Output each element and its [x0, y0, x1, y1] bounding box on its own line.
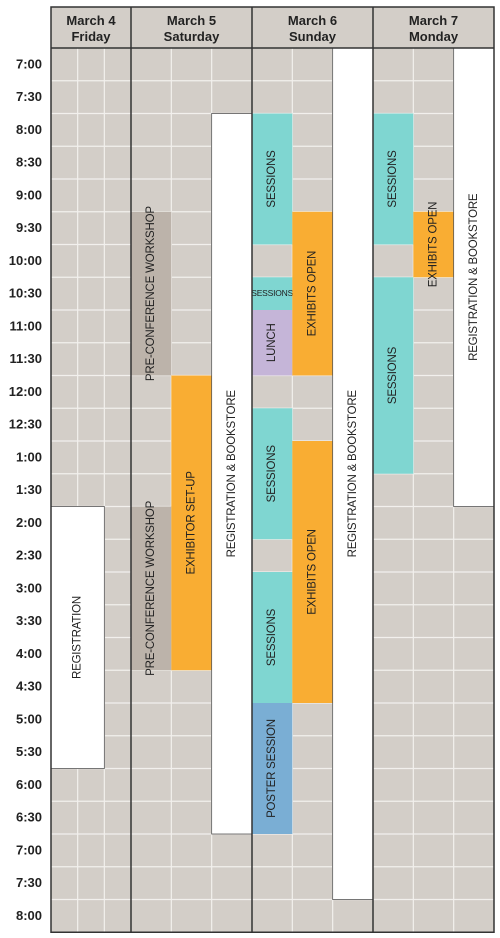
time-label: 5:30 [16, 744, 42, 759]
event-label: SESSIONS [266, 445, 278, 503]
event-block-rect [171, 375, 212, 671]
event-block: SESSIONS [252, 113, 293, 245]
time-label: 6:30 [16, 810, 42, 825]
schedule-frame [50, 6, 495, 933]
event-block: PRE-CONFERENCE WORKSHOP [131, 206, 172, 381]
event-label: POSTER SESSION [266, 719, 278, 818]
event-block: SESSIONS [252, 572, 293, 703]
event-block-rect [413, 211, 454, 278]
event-block: EXHIBITOR SET-UP [171, 375, 212, 671]
time-label: 11:00 [9, 318, 42, 333]
time-label: 2:00 [16, 515, 42, 530]
event-block: POSTER SESSION [252, 703, 293, 834]
day-header-weekday: Saturday [164, 29, 220, 44]
time-label: 8:00 [16, 908, 42, 923]
day-header-weekday: Monday [409, 29, 459, 44]
time-label: 10:00 [9, 253, 42, 268]
time-label: 9:30 [16, 220, 42, 235]
event-block-rect [373, 113, 414, 245]
time-label: 7:30 [16, 89, 42, 104]
event-block-rect [252, 572, 293, 703]
time-label: 7:00 [16, 842, 42, 857]
event-block: SESSIONS [251, 277, 294, 310]
event-block-rect [252, 277, 293, 310]
event-block: REGISTRATION & BOOKSTORE [332, 47, 374, 900]
time-label: 2:30 [16, 548, 42, 563]
event-block-rect [292, 211, 333, 376]
event-label: SESSIONS [266, 608, 278, 666]
time-label: 8:30 [16, 155, 42, 170]
event-block: EXHIBITS OPEN [413, 202, 454, 288]
event-label: SESSIONS [387, 150, 399, 208]
event-block-rect [292, 441, 333, 703]
time-label: 7:30 [16, 875, 42, 890]
event-label: EXHIBITOR SET-UP [186, 471, 198, 575]
time-label: 3:30 [16, 613, 42, 628]
time-label: 10:30 [9, 286, 42, 301]
event-block-rect [252, 113, 293, 245]
event-block-rect [373, 277, 414, 474]
event-label: REGISTRATION & BOOKSTORE [347, 390, 359, 558]
event-label: PRE-CONFERENCE WORKSHOP [145, 206, 157, 381]
event-block-rect [252, 408, 293, 540]
time-label: 9:00 [16, 187, 42, 202]
event-block-rect [50, 506, 105, 769]
event-label: REGISTRATION & BOOKSTORE [226, 390, 238, 558]
event-block-rect [131, 506, 172, 671]
time-label: 11:30 [9, 351, 42, 366]
event-block: SESSIONS [373, 113, 414, 245]
time-labels: 7:00 7:30 8:00 8:30 9:00 9:30 10:00 10:30 11:00 1… [9, 56, 42, 923]
event-label: REGISTRATION & BOOKSTORE [468, 193, 480, 361]
day-header-weekday: Friday [71, 29, 111, 44]
event-label: PRE-CONFERENCE WORKSHOP [145, 500, 157, 675]
event-label: EXHIBITS OPEN [307, 251, 319, 337]
time-label: 7:00 [16, 56, 42, 71]
event-block: PRE-CONFERENCE WORKSHOP [131, 500, 172, 676]
event-block: REGISTRATION & BOOKSTORE [453, 47, 495, 507]
time-label: 3:00 [16, 580, 42, 595]
day-header-weekday: Sunday [289, 29, 337, 44]
day-header-date: March 7 [409, 13, 458, 28]
schedule-outer-border [50, 6, 495, 933]
time-label: 5:00 [16, 711, 42, 726]
event-label: LUNCH [266, 323, 278, 362]
event-block: SESSIONS [252, 408, 293, 540]
event-label: REGISTRATION [72, 596, 84, 679]
time-label: 6:00 [16, 777, 42, 792]
event-block-rect [453, 47, 495, 507]
event-label: EXHIBITS OPEN [307, 529, 319, 615]
event-block-rect [211, 113, 253, 835]
event-block: REGISTRATION & BOOKSTORE [211, 113, 253, 835]
time-label: 4:30 [16, 679, 42, 694]
event-block-rect [252, 310, 293, 376]
time-label: 4:00 [16, 646, 42, 661]
time-label: 8:00 [16, 122, 42, 137]
event-block-rect [131, 211, 172, 376]
event-label: EXHIBITS OPEN [428, 202, 440, 288]
event-block: REGISTRATION [50, 506, 105, 769]
time-label: 1:30 [16, 482, 42, 497]
event-label: SESSIONS [266, 150, 278, 208]
event-block: LUNCH [252, 310, 293, 376]
time-label: 12:30 [9, 417, 42, 432]
event-block-rect [252, 703, 293, 834]
day-header-date: March 4 [66, 13, 116, 28]
event-label: SESSIONS [387, 346, 399, 404]
event-blocks: REGISTRATION PRE-CONFERENCE WORKSHOP PRE-C… [50, 47, 495, 900]
event-block: SESSIONS [373, 277, 414, 474]
day-header-date: March 5 [167, 13, 216, 28]
event-label: SESSIONS [251, 288, 293, 298]
time-label: 1:00 [16, 449, 42, 464]
event-block: EXHIBITS OPEN [292, 211, 333, 376]
event-block: EXHIBITS OPEN [292, 441, 333, 703]
day-header-date: March 6 [288, 13, 337, 28]
event-block-rect [332, 47, 374, 900]
time-label: 12:00 [9, 384, 42, 399]
